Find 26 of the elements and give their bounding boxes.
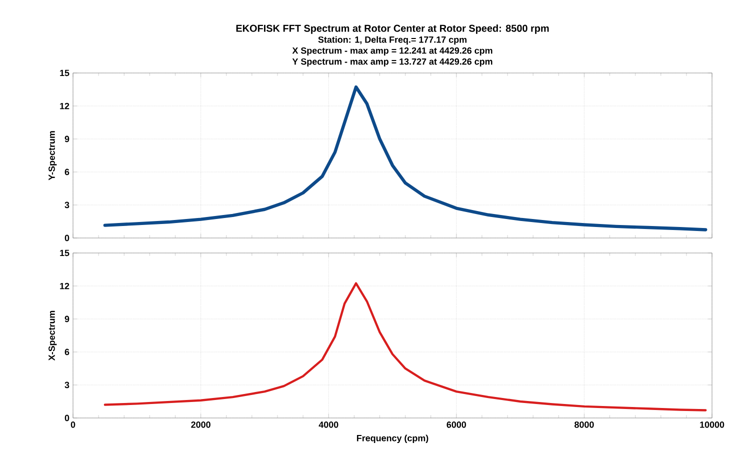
y-tick-label: 3 bbox=[64, 202, 70, 208]
x-tick-label: 6000 bbox=[446, 422, 466, 428]
y-tick-label: 12 bbox=[60, 282, 70, 290]
text: Y Spectrum - max amp = 13.727 at 4429.26 cpm bbox=[292, 58, 492, 66]
x-axis-title: Frequency (cpm) bbox=[356, 434, 428, 444]
text: X Spectrum - max amp = 12.241 at 4429.26 cpm bbox=[292, 47, 492, 56]
y-tick-label: 9 bbox=[64, 316, 70, 322]
x-tick-label: 8000 bbox=[574, 422, 594, 428]
y-tick-label: 0 bbox=[64, 234, 70, 242]
x-tick-label: 0 bbox=[70, 422, 76, 428]
x-tick-label: 10000 bbox=[700, 422, 724, 428]
y-tick-label: 9 bbox=[64, 136, 70, 142]
chart-title: EKOFISK FFT Spectrum at Rotor Center at Rotor Speed: 8500 rpm bbox=[236, 24, 549, 34]
y-tick-label: 3 bbox=[64, 382, 70, 388]
y-axis-title: Y-Spectrum bbox=[48, 131, 57, 180]
chart-subtitle: Station: 1, Delta Freq.= 177.17 cpm bbox=[318, 36, 466, 45]
y-tick-label: 12 bbox=[60, 102, 70, 110]
y-tick-label: 0 bbox=[64, 414, 70, 422]
y-tick-label: 15 bbox=[60, 70, 70, 76]
y-tick-label: 6 bbox=[64, 348, 70, 356]
y-tick-label: 6 bbox=[64, 168, 70, 176]
y-axis-title: X-Spectrum bbox=[48, 310, 57, 361]
line-series bbox=[103, 85, 708, 232]
y-tick-label: 15 bbox=[60, 250, 70, 256]
x-tick-label: 4000 bbox=[318, 422, 338, 428]
x-tick-label: 2000 bbox=[191, 422, 210, 428]
